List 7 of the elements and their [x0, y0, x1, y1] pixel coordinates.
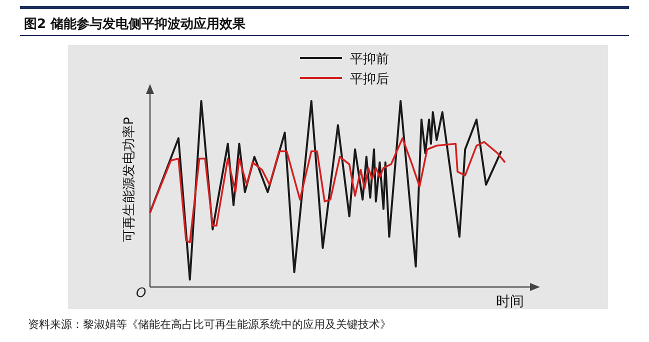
chart-title: 图2 储能参与发电侧平抑波动应用效果	[24, 16, 247, 32]
text: O	[136, 286, 146, 301]
x-axis-title: 时间	[496, 294, 524, 310]
legend-label: 平抑后	[350, 72, 389, 87]
y-axis-title: 可再生能源发电功率P	[121, 116, 137, 242]
text: 资料来源：黎淑娟等《储能在高占比可再生能源系统中的应用及关键技术》	[28, 318, 391, 331]
legend-label: 平抑前	[350, 52, 389, 67]
